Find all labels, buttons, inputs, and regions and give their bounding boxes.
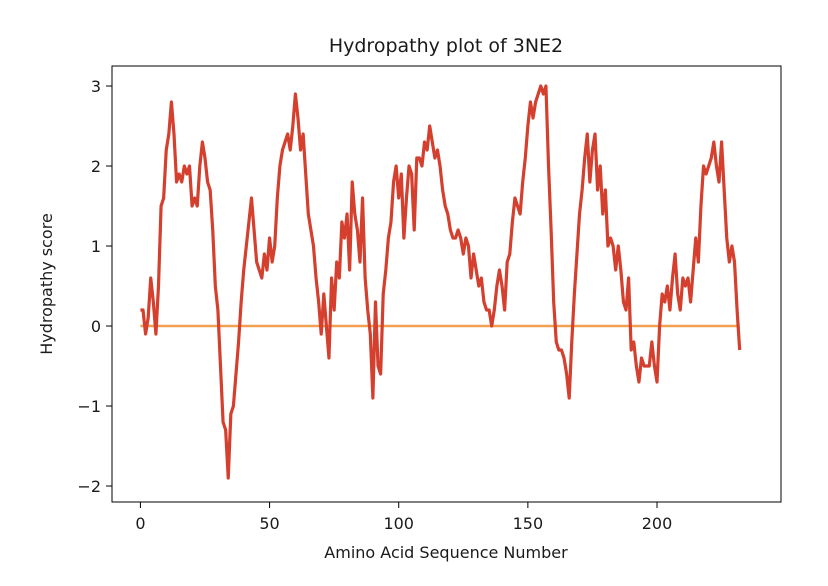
y-tick-label: −1	[77, 397, 101, 416]
y-tick-label: 3	[91, 77, 101, 96]
y-tick-label: −2	[77, 477, 101, 496]
y-tick-label: 1	[91, 237, 101, 256]
x-tick-label: 0	[135, 514, 145, 533]
hydropathy-series-line	[140, 84, 742, 480]
series-group	[140, 84, 742, 480]
x-tick-label: 200	[642, 514, 673, 533]
x-axis-label: Amino Acid Sequence Number	[324, 543, 568, 562]
y-tick-label: 2	[91, 157, 101, 176]
x-tick-label: 100	[383, 514, 414, 533]
y-axis-label: Hydropathy score	[37, 213, 56, 355]
x-axis: 0 50 100 150 200	[135, 502, 672, 533]
y-tick-label: 0	[91, 317, 101, 336]
chart-title: Hydropathy plot of 3NE2	[329, 35, 563, 57]
plot-frame	[111, 65, 782, 503]
x-tick-label: 50	[259, 514, 279, 533]
x-tick-label: 150	[513, 514, 544, 533]
y-axis: −2 −1 0 1 2 3	[77, 77, 112, 496]
